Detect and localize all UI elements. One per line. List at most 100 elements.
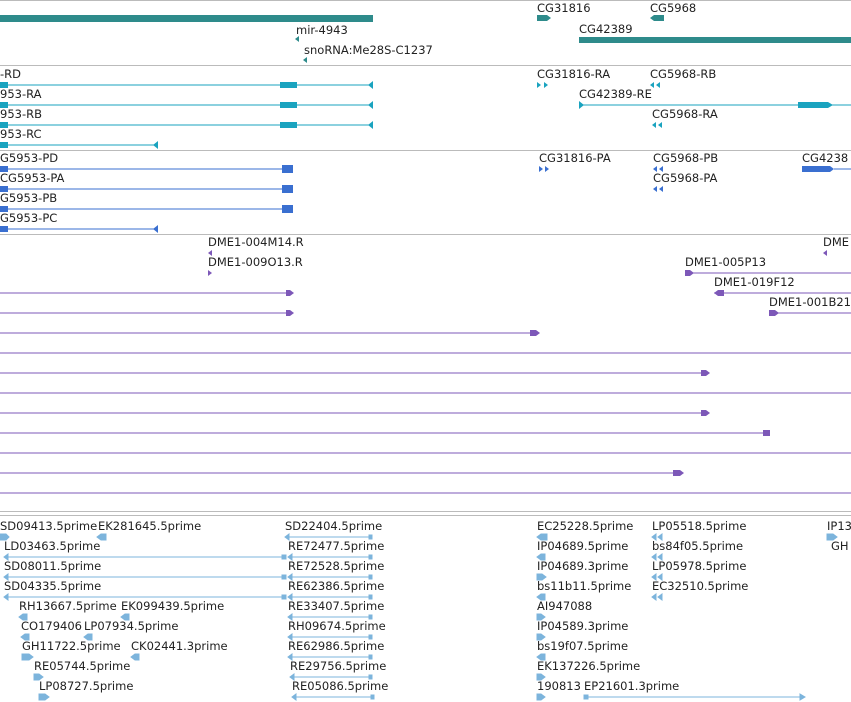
est-feature[interactable] [284,533,373,541]
clone-feature[interactable] [0,310,294,316]
protein-label: G5953-PB [0,191,57,205]
gene-label: CG42389 [579,22,633,36]
est-label: IP13 [827,519,851,533]
est-label: CK02441.3prime [131,639,228,653]
est-feature[interactable] [289,673,373,681]
clone-feature[interactable] [0,410,710,416]
est-feature[interactable] [3,593,287,601]
transcript-feature[interactable] [0,141,158,149]
est-feature[interactable] [583,693,806,701]
clone-label: DME1-005P13 [685,255,766,269]
protein-feature[interactable] [802,166,834,172]
est-label: bs19f07.5prime [537,639,628,653]
est-label: EC25228.5prime [537,519,633,533]
est-feature[interactable] [18,613,28,621]
clone-feature[interactable] [769,310,851,316]
clone-feature[interactable] [0,370,710,376]
est-label: RH09674.5prime [288,619,386,633]
est-feature[interactable] [536,693,546,701]
est-label: IP04589.3prime [537,619,628,633]
protein-label: CG5953-PA [0,171,65,185]
est-label: LD03463.5prime [4,539,100,553]
gene-feature[interactable] [579,37,851,43]
est-label: IP04689.3prime [537,559,628,573]
est-feature[interactable] [651,573,663,581]
est-feature[interactable] [287,573,373,581]
est-feature[interactable] [291,693,375,701]
est-feature[interactable] [287,593,373,601]
protein-feature[interactable] [0,165,293,173]
est-feature[interactable] [130,653,140,661]
clone-feature[interactable] [0,330,540,336]
clone-feature[interactable] [0,290,294,296]
protein-label: CG4238 [802,151,848,165]
protein-feature[interactable] [0,205,293,213]
est-label: SD22404.5prime [285,519,382,533]
clone-track: DME1-004M14.R DME1-009O13.R DME1-005P13 … [0,235,851,494]
est-feature[interactable] [651,533,663,541]
gene-label: snoRNA:Me28S-C1237 [304,43,433,57]
est-label: LP05518.5prime [652,519,746,533]
est-label: 190813 [537,679,581,693]
clone-feature[interactable] [208,250,212,256]
est-feature[interactable] [651,593,663,601]
clone-feature[interactable] [0,430,770,436]
est-feature[interactable] [83,633,93,641]
gene-feature[interactable] [303,57,307,63]
clone-feature[interactable] [714,290,851,296]
est-track: SD09413.5prime EK281645.5prime SD22404.5… [0,519,851,701]
transcript-feature[interactable] [0,101,373,109]
est-feature[interactable] [287,653,373,661]
est-feature[interactable] [96,533,107,541]
clone-feature[interactable] [208,270,212,276]
transcript-feature[interactable] [650,82,660,88]
est-feature[interactable] [287,613,373,621]
est-feature[interactable] [3,573,287,581]
clone-label: DME1-009O13.R [208,255,303,269]
transcript-feature[interactable] [652,122,662,128]
est-feature[interactable] [826,533,838,541]
est-feature[interactable] [536,553,546,561]
est-feature[interactable] [536,593,546,601]
est-feature[interactable] [38,693,50,701]
est-feature[interactable] [3,553,287,561]
est-feature[interactable] [536,633,546,641]
est-feature[interactable] [20,633,30,641]
protein-feature[interactable] [0,185,293,193]
protein-feature[interactable] [653,166,663,172]
gene-feature[interactable] [537,15,551,21]
clone-feature[interactable] [685,270,851,276]
est-feature[interactable] [536,673,546,681]
protein-feature[interactable] [0,225,158,233]
transcript-feature[interactable] [0,121,373,129]
est-feature[interactable] [536,573,547,581]
est-feature[interactable] [120,613,130,621]
est-feature[interactable] [536,653,546,661]
est-label: SD04335.5prime [4,579,101,593]
est-feature[interactable] [536,613,546,621]
est-feature[interactable] [536,533,548,541]
est-label: GH [831,539,849,553]
est-feature[interactable] [0,533,10,541]
transcript-feature[interactable] [0,81,373,89]
est-feature[interactable] [33,673,44,681]
gene-feature[interactable] [650,15,664,21]
est-label: EK281645.5prime [98,519,201,533]
est-feature[interactable] [21,653,34,661]
transcript-feature[interactable] [537,82,548,88]
clone-feature[interactable] [0,470,684,476]
protein-label: CG5968-PA [653,171,718,185]
protein-feature[interactable] [653,186,663,192]
clone-feature[interactable] [823,250,827,256]
est-feature[interactable] [651,553,663,561]
est-label: RE33407.5prime [288,599,384,613]
gene-feature[interactable] [295,36,299,42]
gene-feature[interactable] [0,15,373,22]
protein-feature[interactable] [539,166,549,172]
est-feature[interactable] [287,633,373,641]
transcript-label: CG5968-RA [652,107,718,121]
est-feature[interactable] [287,553,373,561]
protein-label: G5953-PC [0,211,57,225]
transcript-feature[interactable] [579,101,851,109]
